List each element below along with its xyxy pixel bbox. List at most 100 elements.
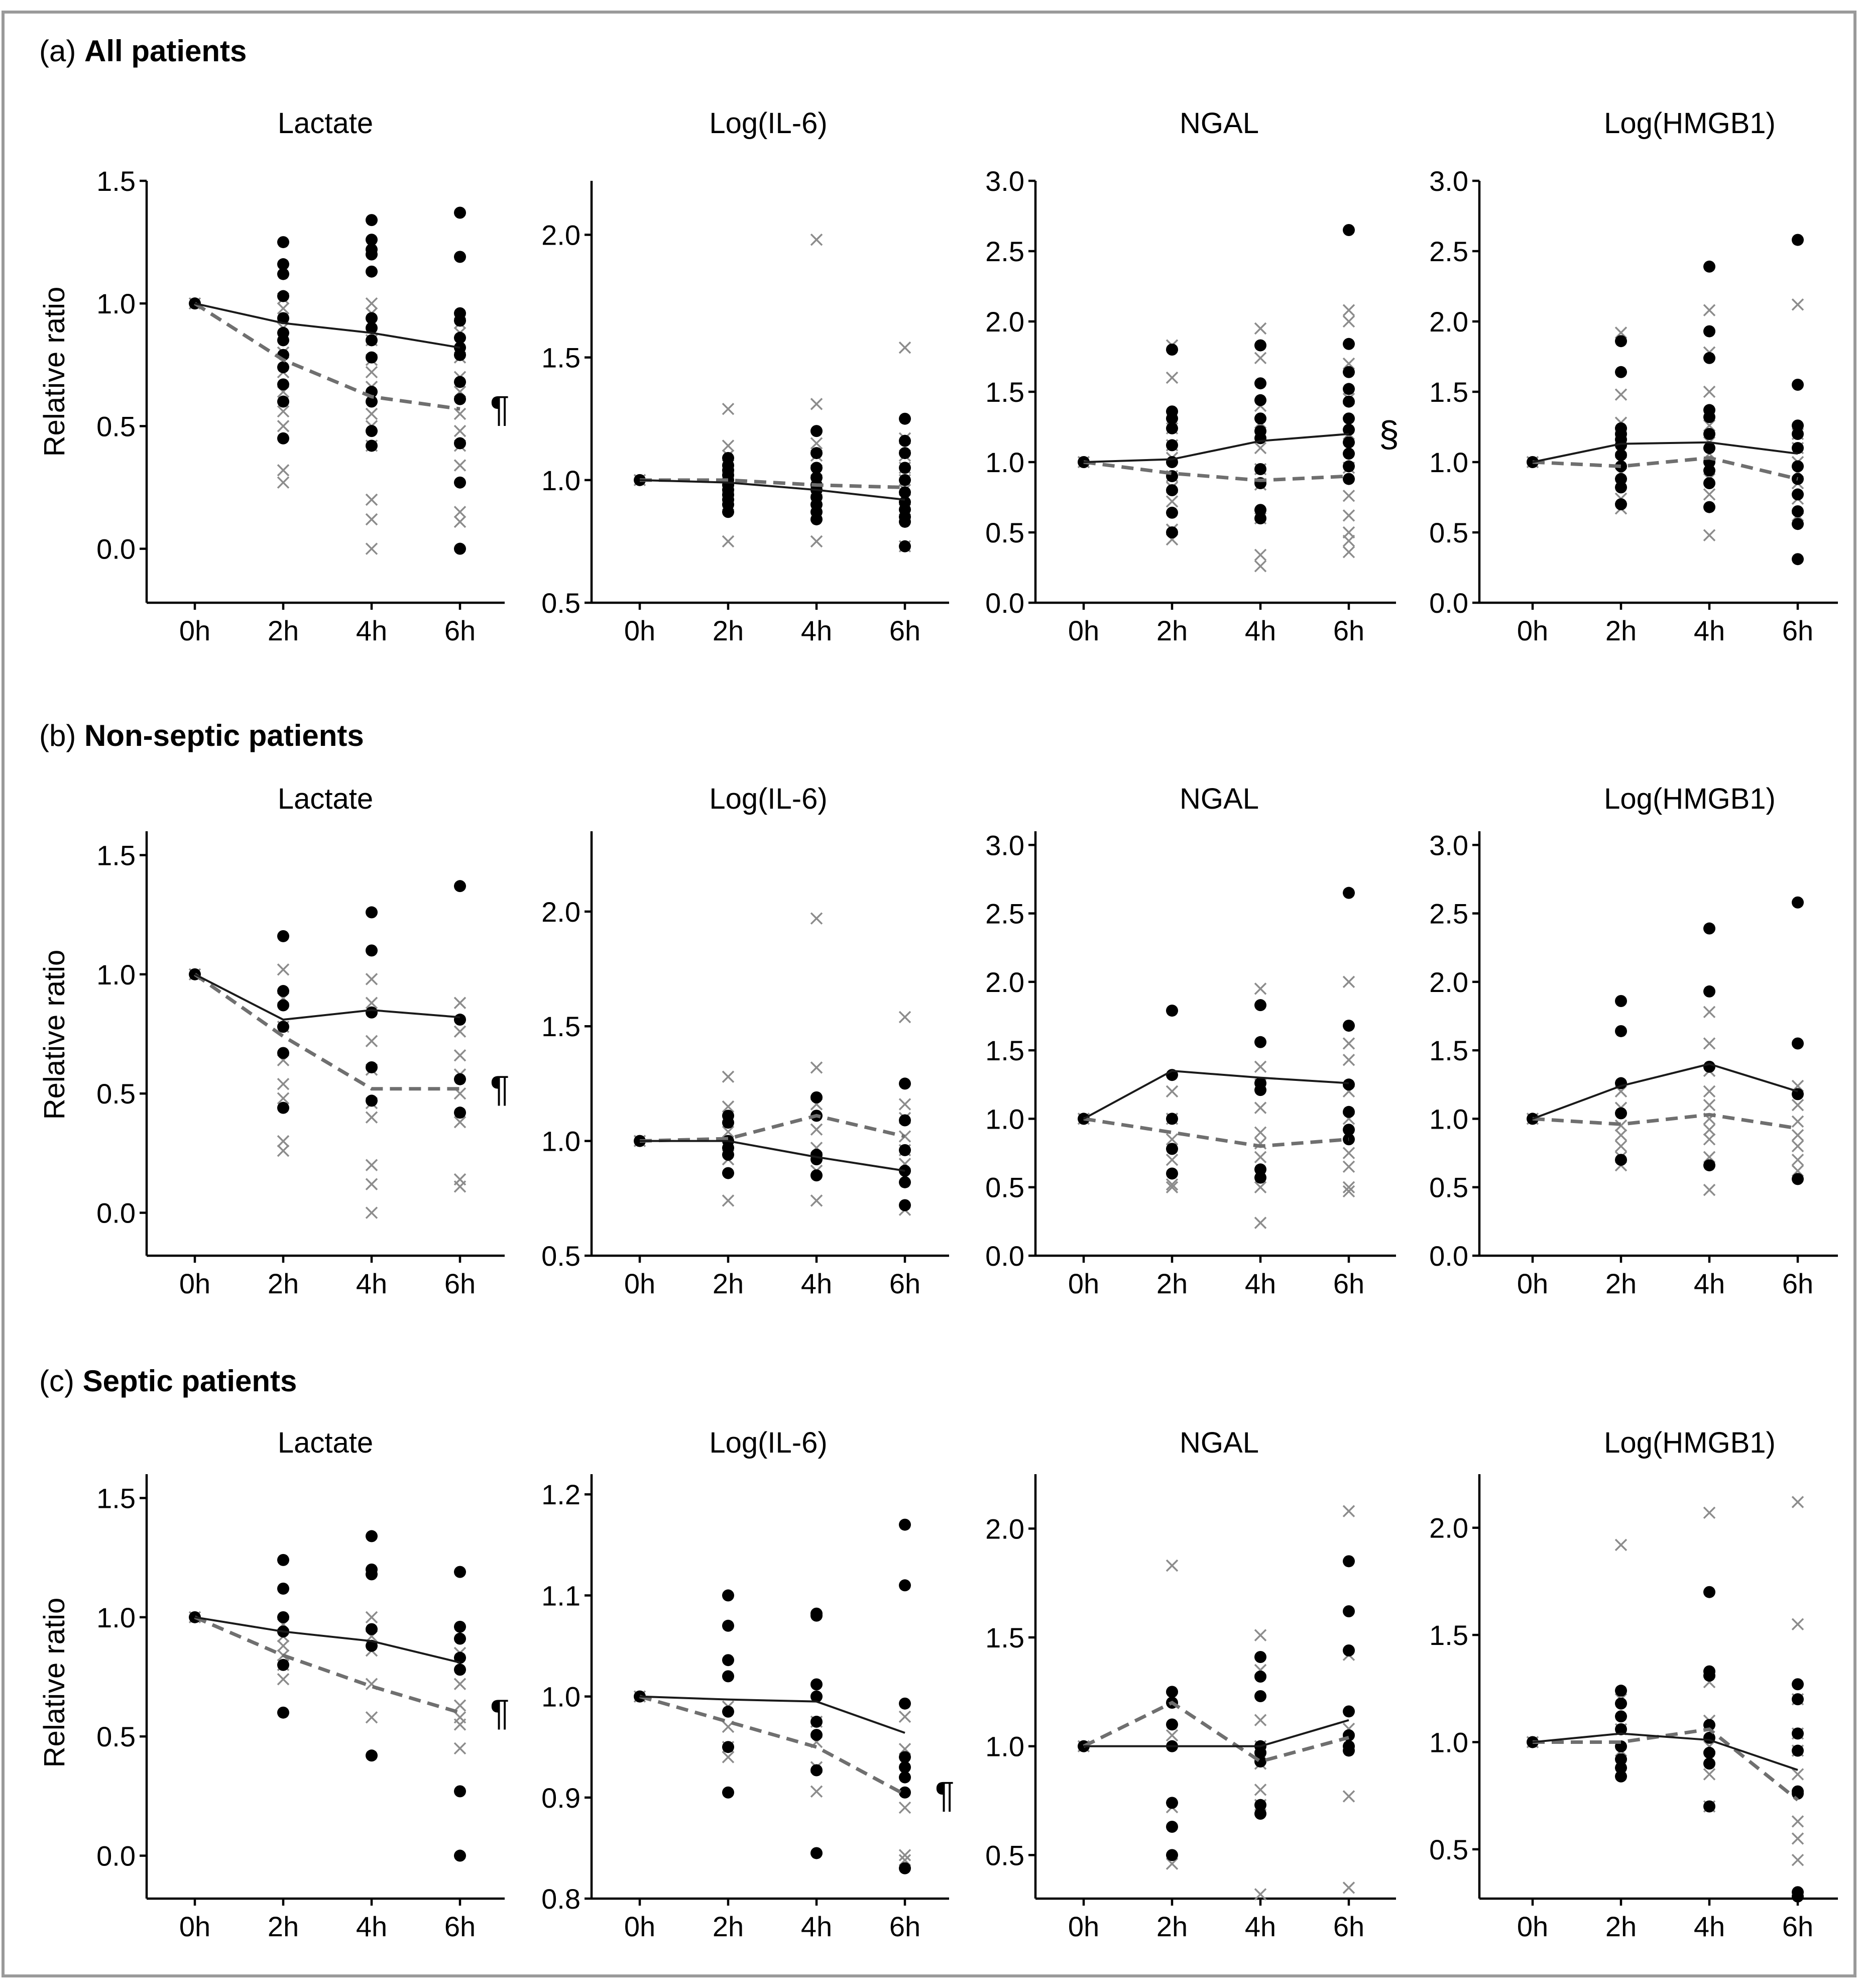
dot-point — [899, 474, 911, 486]
cross-point — [1703, 1123, 1716, 1136]
mean-line-dashed — [640, 478, 905, 489]
dot-point — [899, 1697, 911, 1710]
cross-point — [1342, 1160, 1355, 1173]
cross-stroke — [1342, 975, 1355, 988]
cross-stroke — [365, 493, 378, 506]
dot-point — [899, 447, 911, 460]
cross-stroke — [1166, 1857, 1179, 1870]
cross-point — [1791, 1832, 1804, 1845]
dot-point — [810, 1169, 823, 1182]
cross-stroke — [1342, 545, 1355, 559]
dot-point — [1792, 1744, 1804, 1757]
dot-point — [1254, 504, 1266, 516]
cross-stroke — [1614, 388, 1628, 401]
dot-point — [277, 1582, 289, 1595]
dot-point — [277, 432, 289, 445]
cross-point — [1166, 1133, 1179, 1146]
cross-point — [722, 1100, 735, 1113]
y-tick-label: 1.5 — [96, 165, 136, 197]
cross-stroke — [1342, 534, 1355, 547]
mean-line-dashed — [1533, 1727, 1799, 1802]
mean-line-solid — [1532, 1732, 1798, 1771]
y-tick-label: 0.0 — [985, 1240, 1024, 1272]
cross-point — [898, 341, 911, 354]
y-tick-label: 0.0 — [1429, 587, 1468, 619]
dot-point — [277, 1101, 289, 1114]
dot-point — [1792, 553, 1804, 566]
cross-stroke — [1254, 1126, 1267, 1139]
cross-stroke — [1254, 441, 1267, 455]
y-tick-label: 1.0 — [541, 1681, 580, 1713]
x-tick-label: 6h — [1333, 1911, 1364, 1942]
dot-point — [454, 1849, 466, 1862]
dot-point — [1703, 1746, 1715, 1759]
dot-point — [1166, 484, 1178, 496]
dot-point — [1343, 448, 1355, 460]
dot-point — [899, 1144, 911, 1156]
row-label-title: Non-septic patients — [84, 719, 364, 752]
dot-point — [1703, 922, 1715, 935]
cross-stroke — [1791, 1129, 1804, 1142]
row-label: (c) Septic patients — [39, 1364, 297, 1398]
x-tick-label: 2h — [268, 1268, 299, 1299]
row-label: (b) Non-septic patients — [39, 719, 364, 752]
y-tick-label: 0.0 — [985, 587, 1024, 619]
x-tick-label: 6h — [1782, 1268, 1813, 1299]
cross-stroke — [453, 1742, 467, 1755]
x-tick-label: 4h — [801, 1268, 832, 1299]
cross-point — [810, 1785, 823, 1798]
chart-row-c: (c) Septic patients Relative ratio Lactate… — [38, 1364, 1838, 1942]
y-tick-label: 0.0 — [1429, 1240, 1468, 1272]
dot-point — [366, 1749, 378, 1762]
dot-point — [810, 1153, 823, 1166]
dot-point — [277, 334, 289, 347]
y-tick-label: 3.0 — [1429, 165, 1468, 197]
dot-point — [1615, 1154, 1627, 1166]
cross-stroke — [722, 535, 735, 548]
cross-stroke — [1703, 1183, 1716, 1196]
x-tick-label: 2h — [1605, 615, 1637, 646]
cross-point — [453, 424, 467, 437]
cross-stroke — [898, 341, 911, 354]
x-tick-label: 6h — [444, 1268, 476, 1299]
cross-point — [365, 542, 378, 555]
dot-point — [1254, 1690, 1266, 1702]
dot-point — [277, 290, 289, 302]
cross-stroke — [722, 1100, 735, 1113]
y-tick-label: 0.5 — [96, 1078, 136, 1110]
panel-title: Lactate — [278, 1426, 373, 1459]
cross-point — [810, 1194, 823, 1207]
cross-stroke — [810, 1785, 823, 1798]
x-tick-label: 4h — [356, 1268, 387, 1299]
cross-point — [1254, 1060, 1267, 1073]
y-tick-label: 2.5 — [1429, 236, 1468, 267]
cross-stroke — [1703, 1133, 1716, 1146]
dot-point — [1792, 1727, 1804, 1740]
dot-point — [277, 361, 289, 374]
y-tick-label: 3.0 — [985, 165, 1024, 197]
x-tick-label: 0h — [1068, 615, 1099, 646]
cross-point — [453, 1678, 467, 1690]
cross-stroke — [1342, 1053, 1355, 1066]
dot-point — [899, 1199, 911, 1211]
x-tick-label: 2h — [268, 615, 299, 646]
cross-point — [810, 1061, 823, 1074]
cross-point — [365, 973, 378, 985]
y-tick-label: 1.5 — [1429, 1035, 1468, 1066]
dot-point — [454, 393, 466, 405]
dot-point — [1254, 1171, 1266, 1184]
cross-point — [1791, 1140, 1804, 1153]
dot-point — [899, 1751, 911, 1763]
dot-point — [1703, 325, 1715, 338]
cross-point — [1342, 1185, 1355, 1198]
cross-stroke — [365, 366, 378, 379]
cross-stroke — [722, 402, 735, 415]
dot-point — [454, 1073, 466, 1085]
cross-stroke — [453, 1116, 467, 1129]
cross-point — [453, 1180, 467, 1193]
cross-stroke — [1254, 982, 1267, 995]
cross-stroke — [277, 1639, 290, 1652]
y-tick-label: 1.5 — [985, 376, 1024, 408]
dot-point — [899, 462, 911, 474]
x-tick-label: 2h — [1605, 1911, 1637, 1942]
